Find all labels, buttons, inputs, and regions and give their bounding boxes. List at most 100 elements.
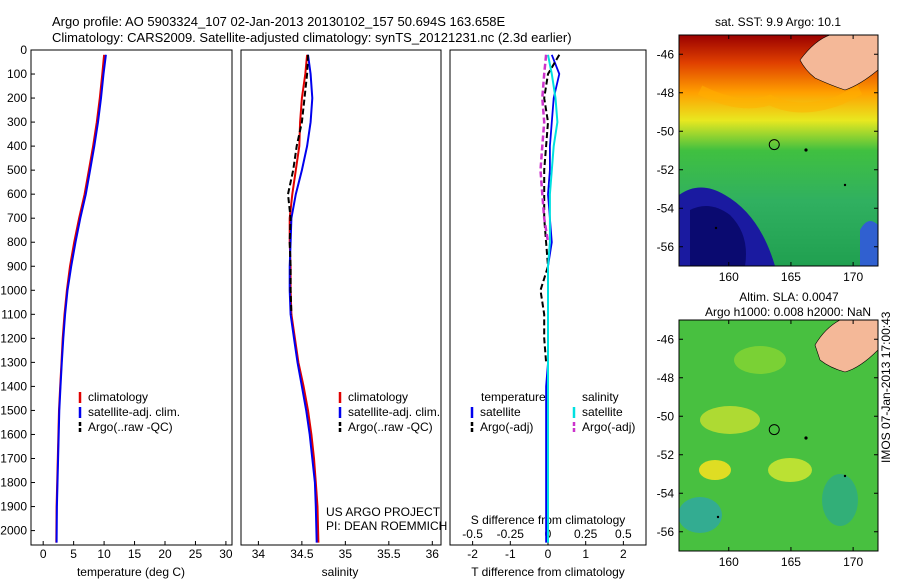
sla-map-subtitle: Argo h1000: 0.008 h2000: NaN — [705, 305, 871, 319]
sla-low-1 — [679, 497, 722, 533]
depth-tick-label: 300 — [7, 115, 27, 129]
tdiff-xtick-label: 2 — [620, 547, 627, 561]
difference-line-3 — [539, 54, 550, 243]
m2-lon-label: 165 — [781, 555, 801, 569]
depth-tick-label: 0 — [20, 43, 27, 57]
depth-tick-label: 200 — [7, 91, 27, 105]
depth-tick-label: 600 — [7, 187, 27, 201]
depth-tick-label: 500 — [7, 163, 27, 177]
depth-tick-label: 1600 — [0, 427, 27, 441]
sla-high-1 — [700, 406, 760, 434]
m1-lon-label: 160 — [719, 270, 739, 284]
difference-salinity-legend-label: Argo(-adj) — [582, 420, 635, 434]
tdiff-xtick-label: 1 — [582, 547, 589, 561]
depth-tick-label: 100 — [7, 67, 27, 81]
temperature-xtick-label: 5 — [70, 547, 77, 561]
pi-annotation: PI: DEAN ROEMMICH — [326, 519, 447, 533]
difference-line-1 — [539, 54, 561, 363]
figure-subtitle: Climatology: CARS2009. Satellite-adjuste… — [52, 30, 572, 45]
depth-tick-label: 700 — [7, 211, 27, 225]
depth-tick-label: 1300 — [0, 355, 27, 369]
temperature-legend-label: climatology — [88, 390, 148, 404]
temperature-legend-label: Argo(..raw -QC) — [88, 420, 173, 434]
salinity-line-2 — [286, 54, 309, 315]
sst-float-marker — [768, 139, 780, 151]
depth-tick-label: 1500 — [0, 403, 27, 417]
m2-lat-label: -56 — [657, 525, 675, 539]
depth-tick-label: 900 — [7, 259, 27, 273]
sla-island-1 — [804, 436, 808, 440]
depth-tick-label: 1700 — [0, 451, 27, 465]
temperature-legend-label: satellite-adj. clim. — [88, 405, 180, 419]
m2-lat-label: -52 — [657, 448, 675, 462]
difference-temperature-legend-label: Argo(-adj) — [480, 420, 533, 434]
temperature-xtick-label: 25 — [189, 547, 203, 561]
depth-tick-label: 1100 — [1, 307, 27, 321]
temperature-xtick-label: 20 — [158, 547, 172, 561]
tdiff-xtick-label: -2 — [467, 547, 478, 561]
salinity-panel: salinity US ARGO PROJECT PI: DEAN ROEMMI… — [240, 49, 447, 579]
sst-cold-core — [690, 206, 746, 266]
sla-island-2 — [843, 474, 847, 478]
sdiff-tick-label: 0.25 — [574, 527, 598, 541]
depth-tick-label: 400 — [7, 139, 27, 153]
salinity-xtick-label: 34.5 — [290, 547, 314, 561]
sla-high-4 — [734, 346, 786, 374]
m1-lat-label: -48 — [657, 86, 675, 100]
difference-salinity-legend-label: satellite — [582, 405, 623, 419]
sla-map-frame — [678, 319, 879, 552]
salinity-legend-label: Argo(..raw -QC) — [348, 420, 433, 434]
salinity-legend-label: satellite-adj. clim. — [348, 405, 440, 419]
salinity-xtick-label: 35 — [339, 547, 353, 561]
sla-low-2 — [822, 474, 858, 526]
temperature-xtick-label: 15 — [128, 547, 142, 561]
temperature-panel: temperature (deg C) 01002003004005006007… — [0, 43, 233, 579]
depth-tick-label: 1800 — [0, 476, 27, 490]
project-annotation: US ARGO PROJECT — [326, 505, 441, 519]
sst-island-1 — [804, 148, 808, 152]
salinity-xtick-label: 35.5 — [377, 547, 401, 561]
sla-map-title: Altim. SLA: 0.0047 — [739, 290, 839, 304]
sst-island-2 — [843, 183, 847, 187]
sla-high-3 — [699, 460, 731, 480]
sst-map-title: sat. SST: 9.9 Argo: 10.1 — [715, 15, 841, 29]
difference-panel: T difference from climatology S differen… — [449, 49, 647, 579]
m2-lat-label: -46 — [657, 332, 675, 346]
temperature-xtick-label: 30 — [219, 547, 233, 561]
sdiff-tick-label: -0.5 — [462, 527, 483, 541]
sla-map-panel: Altim. SLA: 0.0047 Argo h1000: 0.008 h20… — [657, 290, 879, 569]
sla-float-marker — [768, 424, 780, 436]
m2-lon-label: 160 — [719, 555, 739, 569]
t-diff-xlabel: T difference from climatology — [471, 565, 625, 579]
salinity-xtick-label: 36 — [426, 547, 440, 561]
sst-map-panel: sat. SST: 9.9 Argo: 10.1 — [657, 15, 879, 284]
m1-lat-label: -56 — [657, 240, 675, 254]
m1-lat-label: -54 — [657, 201, 675, 215]
m1-lat-label: -50 — [657, 124, 675, 138]
depth-tick-label: 1000 — [0, 283, 27, 297]
difference-legend-title-salinity: salinity — [582, 390, 619, 404]
sdiff-tick-label: 0.5 — [615, 527, 632, 541]
difference-legend-title-temperature: temperature — [481, 390, 546, 404]
depth-tick-label: 800 — [7, 235, 27, 249]
difference-temperature-legend-label: satellite — [480, 405, 521, 419]
temperature-xtick-label: 0 — [40, 547, 47, 561]
sst-cool-edge — [860, 221, 878, 266]
salinity-legend-label: climatology — [348, 390, 408, 404]
figure-title: Argo profile: AO 5903324_107 02-Jan-2013… — [52, 14, 506, 29]
m2-lat-label: -54 — [657, 486, 675, 500]
temperature-xlabel: temperature (deg C) — [77, 565, 185, 579]
imos-timestamp: IMOS 07-Jan-2013 17:00:43 — [879, 311, 893, 463]
m2-lat-label: -48 — [657, 371, 675, 385]
m1-lat-label: -46 — [657, 47, 675, 61]
salinity-plot-frame — [240, 49, 442, 546]
depth-tick-label: 1900 — [0, 500, 27, 514]
sla-island-3 — [716, 515, 720, 519]
m1-lat-label: -52 — [657, 163, 675, 177]
salinity-xtick-label: 34 — [252, 547, 266, 561]
depth-tick-label: 2000 — [0, 524, 27, 538]
temperature-line-1 — [55, 54, 107, 543]
sla-high-2 — [768, 458, 812, 482]
temperature-plot-frame — [30, 49, 233, 546]
